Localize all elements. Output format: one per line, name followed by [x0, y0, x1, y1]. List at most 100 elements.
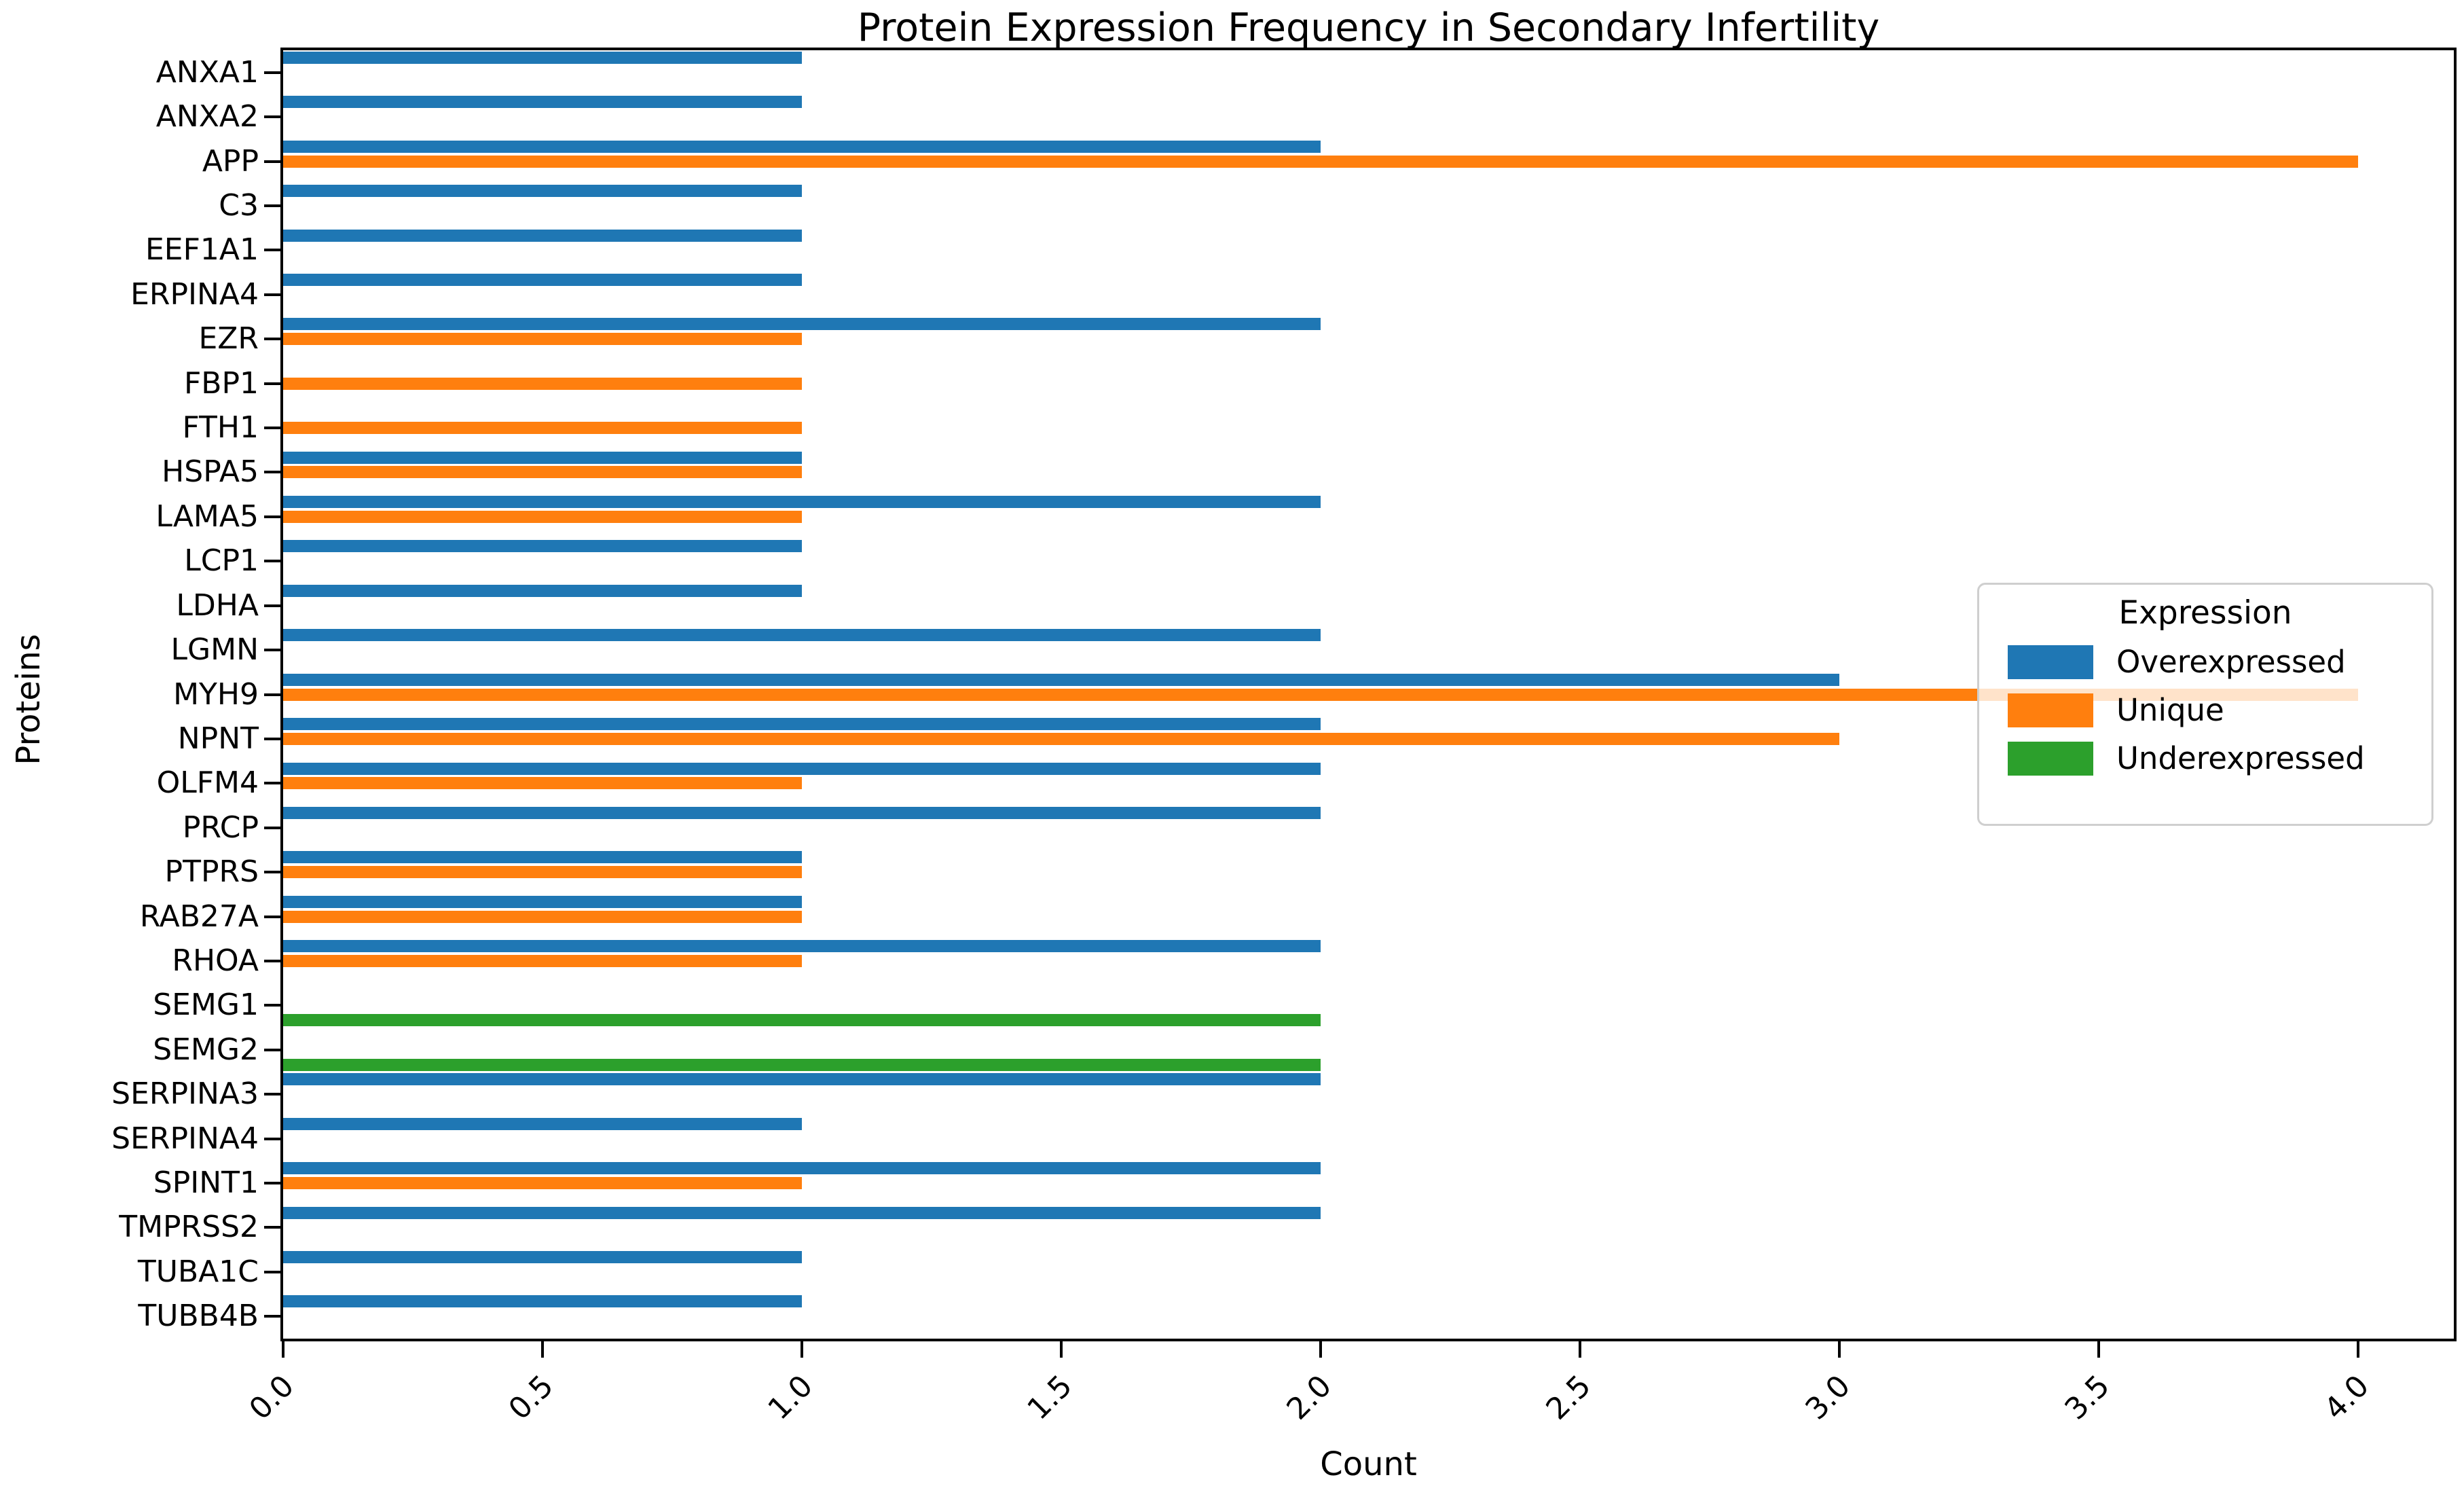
x-tick-label: 2.0 — [1280, 1369, 1339, 1427]
y-tick-label: FTH1 — [182, 410, 259, 446]
y-tick-mark — [264, 1226, 280, 1229]
bar-unique-spint1 — [283, 1177, 802, 1190]
y-tick-label: OLFM4 — [156, 765, 259, 801]
bar-unique-myh9 — [283, 688, 2358, 701]
y-tick-mark — [264, 382, 280, 385]
bar-overexpressed-c3 — [283, 185, 802, 198]
bar-overexpressed-tuba1c — [283, 1251, 802, 1264]
y-tick-mark — [264, 1093, 280, 1096]
y-tick-label: LCP1 — [184, 543, 259, 579]
bar-overexpressed-spint1 — [283, 1162, 1321, 1175]
y-tick-mark — [264, 1004, 280, 1007]
y-tick-mark — [264, 1137, 280, 1140]
y-tick-mark — [264, 826, 280, 829]
x-tick-label: 1.0 — [761, 1369, 820, 1427]
y-tick-mark — [264, 782, 280, 785]
bar-overexpressed-ptprs — [283, 851, 802, 864]
x-tick-mark — [282, 1341, 284, 1358]
y-tick-label: SEMG1 — [153, 988, 259, 1023]
y-tick-label: HSPA5 — [162, 454, 259, 490]
bar-overexpressed-lcp1 — [283, 540, 802, 553]
bar-overexpressed-serpina4 — [283, 1117, 802, 1130]
y-tick-label: NPNT — [177, 721, 259, 756]
y-tick-label: LGMN — [170, 632, 259, 668]
chart-title: Protein Expression Frequency in Secondar… — [857, 5, 1880, 50]
y-tick-mark — [264, 204, 280, 207]
y-tick-label: TUBA1C — [137, 1254, 259, 1289]
x-tick-label: 0.5 — [502, 1369, 561, 1427]
y-tick-label: TUBB4B — [138, 1299, 259, 1334]
bar-overexpressed-hspa5 — [283, 451, 802, 464]
bar-overexpressed-app — [283, 140, 1321, 153]
bar-overexpressed-lama5 — [283, 496, 1321, 509]
bar-unique-rhoa — [283, 954, 802, 967]
y-tick-label: RAB27A — [139, 899, 259, 934]
y-tick-label: PRCP — [182, 810, 259, 845]
bar-unique-ptprs — [283, 866, 802, 879]
bar-overexpressed-lgmn — [283, 629, 1321, 642]
bar-unique-npnt — [283, 732, 1839, 745]
bar-unique-rab27a — [283, 910, 802, 923]
y-tick-mark — [264, 1048, 280, 1051]
y-tick-mark — [264, 693, 280, 696]
legend-entry-unique: Unique — [2008, 692, 2412, 728]
bar-overexpressed-npnt — [283, 718, 1321, 731]
y-tick-mark — [264, 293, 280, 296]
x-tick-mark — [1319, 1341, 1322, 1358]
y-tick-mark — [264, 1270, 280, 1273]
x-tick-mark — [1579, 1341, 1581, 1358]
y-tick-mark — [264, 737, 280, 740]
x-tick-mark — [541, 1341, 544, 1358]
underexpressed-swatch-icon — [2008, 741, 2093, 776]
bar-overexpressed-tubb4b — [283, 1295, 802, 1308]
y-tick-label: EEF1A1 — [145, 232, 259, 268]
bar-overexpressed-anxa1 — [283, 51, 802, 64]
legend-title: Expression — [2118, 594, 2292, 632]
y-tick-mark — [264, 249, 280, 252]
y-tick-mark — [264, 959, 280, 962]
y-tick-label: APP — [202, 143, 259, 179]
y-tick-mark — [264, 471, 280, 474]
bar-underexpressed-semg2 — [283, 1058, 1321, 1071]
y-tick-mark — [264, 71, 280, 74]
y-tick-mark — [264, 604, 280, 607]
y-tick-mark — [264, 871, 280, 874]
x-tick-label: 3.0 — [1799, 1369, 1858, 1427]
y-tick-label: C3 — [219, 187, 259, 223]
y-tick-label: SEMG2 — [153, 1032, 259, 1067]
y-tick-label: PTPRS — [164, 854, 259, 890]
bar-overexpressed-ldha — [283, 584, 802, 597]
bar-overexpressed-rhoa — [283, 940, 1321, 953]
y-tick-mark — [264, 1315, 280, 1318]
x-tick-label: 0.0 — [242, 1369, 301, 1427]
y-tick-label: ANXA2 — [155, 99, 259, 134]
y-tick-label: ERPINA4 — [130, 276, 259, 312]
x-tick-label: 2.5 — [1539, 1369, 1598, 1427]
x-tick-mark — [2357, 1341, 2359, 1358]
bar-underexpressed-semg1 — [283, 1014, 1321, 1027]
legend-label-underexpressed: Underexpressed — [2116, 740, 2365, 776]
y-tick-label: SERPINA3 — [111, 1076, 259, 1112]
y-tick-label: RHOA — [172, 943, 259, 978]
y-tick-mark — [264, 515, 280, 518]
bar-overexpressed-prcp — [283, 806, 1321, 819]
y-tick-label: SPINT1 — [153, 1165, 259, 1201]
legend-entry-underexpressed: Underexpressed — [2008, 740, 2412, 776]
y-axis-label: Proteins — [10, 634, 48, 765]
overexpressed-swatch-icon — [2008, 645, 2093, 679]
bar-unique-olfm4 — [283, 777, 802, 790]
bar-overexpressed-serpina3 — [283, 1073, 1321, 1086]
bar-overexpressed-myh9 — [283, 673, 1839, 686]
y-tick-mark — [264, 649, 280, 652]
legend-entry-overexpressed: Overexpressed — [2008, 644, 2412, 680]
bar-overexpressed-olfm4 — [283, 762, 1321, 775]
y-tick-mark — [264, 560, 280, 563]
y-tick-label: MYH9 — [173, 676, 259, 712]
bar-unique-ezr — [283, 333, 802, 346]
x-tick-mark — [2097, 1341, 2100, 1358]
x-tick-label: 3.5 — [2058, 1369, 2117, 1427]
y-tick-mark — [264, 1182, 280, 1185]
bar-unique-fbp1 — [283, 377, 802, 390]
unique-swatch-icon — [2008, 693, 2093, 727]
